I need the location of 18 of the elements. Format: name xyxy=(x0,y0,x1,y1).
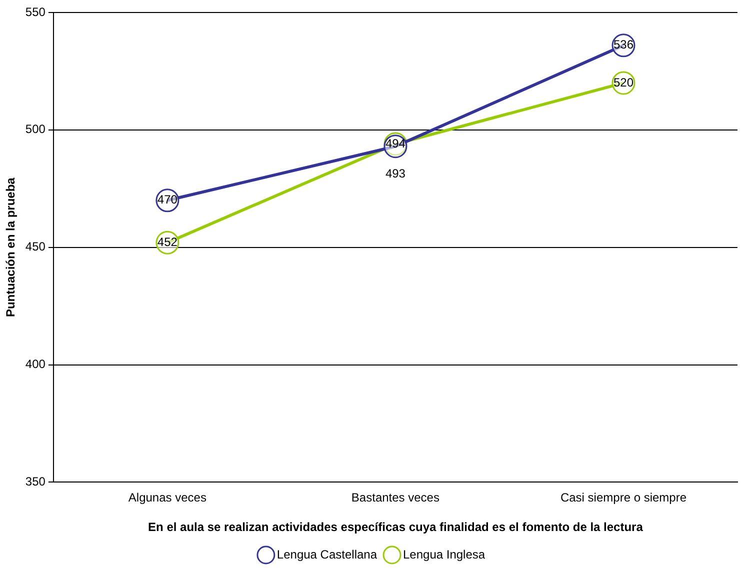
data-label: 536 xyxy=(613,38,634,52)
data-label: 520 xyxy=(613,75,634,90)
data-label: 494 xyxy=(385,136,406,150)
y-tick-label: 350 xyxy=(25,474,46,489)
data-label: 452 xyxy=(157,234,178,249)
legend-label: Lengua Inglesa xyxy=(403,547,486,562)
x-tick-label: Algunas veces xyxy=(128,490,206,505)
x-tick-label: Casi siempre o siempre xyxy=(560,490,687,505)
x-axis-title: En el aula se realizan actividades específicas cuya finalidad es el fomento de la lectura xyxy=(148,520,644,534)
data-label: 493 xyxy=(385,166,406,181)
y-tick-label: 450 xyxy=(25,240,46,254)
y-tick-label: 500 xyxy=(25,122,46,136)
x-tick-label: Bastantes veces xyxy=(351,490,440,505)
y-axis-title: Puntuación en la prueba xyxy=(4,177,18,318)
data-label: 470 xyxy=(157,192,178,207)
y-tick-label: 400 xyxy=(25,357,46,372)
legend-label: Lengua Castellana xyxy=(276,547,378,562)
y-tick-label: 550 xyxy=(25,4,46,19)
